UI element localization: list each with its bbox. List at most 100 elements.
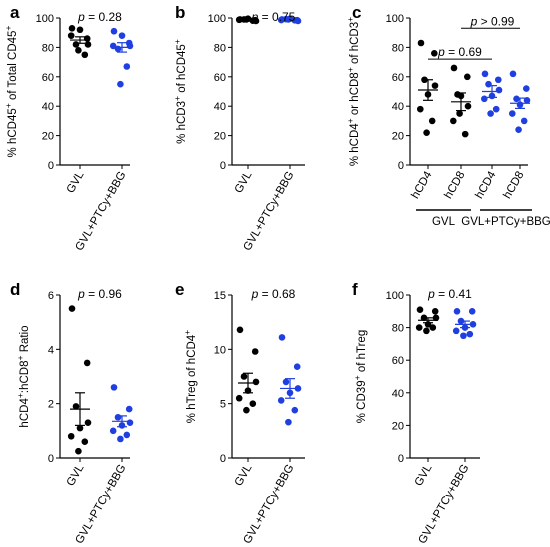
data-point (110, 384, 118, 391)
data-point (460, 332, 467, 340)
data-point (109, 427, 117, 435)
data-point (126, 419, 134, 426)
data-point (450, 117, 457, 125)
data-point (118, 32, 126, 39)
data-point (126, 42, 134, 50)
y-tick-label: 20 (392, 131, 404, 143)
data-point (487, 110, 494, 117)
data-point (515, 126, 522, 134)
y-tick-label: 6 (48, 290, 54, 302)
y-tick-label: 0 (220, 160, 226, 172)
data-point (423, 327, 430, 335)
x-category-label: hCD8 (502, 170, 527, 201)
y-axis-label: hCD4+:hCD8+ Ratio (15, 325, 31, 427)
data-point (67, 432, 75, 440)
data-point (431, 308, 439, 315)
y-tick-label: 10 (214, 344, 226, 356)
data-point (76, 424, 84, 432)
data-point (431, 82, 439, 89)
data-point (485, 80, 492, 88)
data-point (417, 39, 425, 47)
data-point (461, 130, 469, 138)
data-point (291, 406, 299, 414)
y-tick-label: 0 (398, 160, 404, 172)
data-point (252, 378, 260, 386)
data-point (251, 348, 259, 355)
data-point (236, 326, 244, 334)
y-axis-label: % hTreg of hCD4+ (182, 330, 198, 423)
data-point (285, 418, 292, 426)
panel-letter: a (10, 3, 20, 22)
data-point (68, 305, 76, 312)
y-tick-label: 100 (208, 13, 226, 25)
x-category-label: hCD8 (443, 170, 468, 201)
data-point (110, 27, 118, 35)
data-point (432, 314, 440, 322)
data-point (84, 419, 92, 426)
data-point (509, 110, 516, 117)
y-axis-label: % hCD45+ of Total CD45+ (3, 26, 19, 158)
x-category-label: GVL (233, 462, 255, 488)
x-category-label: GVL (413, 462, 435, 488)
y-tick-label: 60 (42, 72, 54, 84)
data-point (243, 406, 250, 414)
data-point (83, 359, 91, 367)
y-tick-label: 60 (392, 72, 404, 84)
data-point (67, 32, 75, 39)
p-value-label: p = 0.69 (437, 45, 482, 59)
data-point (513, 95, 520, 103)
data-point (452, 327, 460, 335)
y-tick-label: 60 (392, 355, 404, 367)
y-tick-label: 80 (392, 42, 404, 54)
y-tick-label: 40 (392, 101, 404, 113)
y-tick-label: 100 (386, 13, 404, 25)
data-point (117, 80, 124, 88)
y-tick-label: 40 (42, 101, 54, 113)
p-value-label: p = 0.41 (427, 287, 472, 301)
y-tick-label: 100 (36, 13, 54, 25)
data-point (450, 64, 458, 72)
data-point (429, 324, 437, 331)
data-point (75, 47, 82, 54)
data-point (72, 403, 80, 410)
y-tick-label: 4 (48, 344, 54, 356)
data-point (464, 102, 472, 110)
data-point (509, 70, 517, 78)
data-point (464, 73, 471, 81)
data-point (125, 405, 133, 413)
x-category-label: GVL (233, 169, 255, 195)
data-point (76, 26, 84, 34)
data-point (495, 76, 502, 84)
y-tick-label: 80 (392, 323, 404, 335)
x-category-label: GVL (65, 462, 87, 488)
data-point (109, 42, 117, 50)
y-tick-label: 5 (220, 399, 226, 411)
y-tick-label: 0 (48, 160, 54, 172)
y-tick-label: 40 (392, 388, 404, 400)
group-label: GVL+PTCy+BBG (461, 216, 550, 228)
y-tick-label: 20 (42, 131, 54, 143)
data-point (466, 330, 474, 338)
data-point (468, 308, 476, 315)
data-point (293, 363, 301, 371)
data-point (278, 334, 286, 341)
p-value-label: p = 0.96 (77, 287, 122, 301)
x-category-label: GVL (65, 169, 87, 195)
panel-letter: d (10, 280, 20, 299)
data-point (123, 431, 131, 439)
y-tick-label: 60 (214, 72, 226, 84)
data-point (240, 373, 248, 380)
data-point (114, 413, 122, 421)
panel-c: c 0 20 40 60 80 100 % hCD4+ or hCD8+ of hCD3+ hC… (345, 3, 550, 228)
data-point (117, 435, 124, 443)
data-point (417, 105, 424, 113)
y-tick-label: 20 (392, 420, 404, 432)
data-point (81, 438, 89, 446)
y-tick-label: 100 (386, 290, 404, 302)
data-point (481, 70, 489, 78)
